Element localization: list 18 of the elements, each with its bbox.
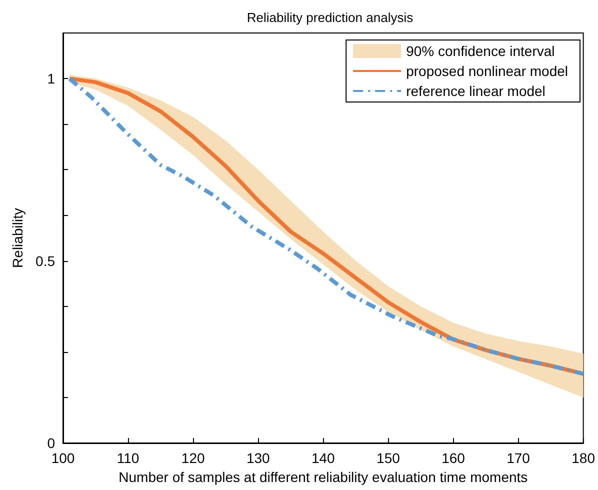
- x-tick-label: 180: [572, 450, 596, 466]
- x-tick-label: 140: [311, 450, 336, 466]
- annotation: 90% confidence interval: [406, 43, 555, 59]
- x-tick-label: 130: [246, 450, 270, 466]
- x-tick-label: 120: [181, 450, 205, 466]
- x-axis-title: Number of samples at different reliability evaluation time moments: [118, 468, 528, 485]
- chart-title: Reliability prediction analysis: [246, 10, 414, 25]
- legend-label: reference linear model: [406, 83, 546, 99]
- x-tick-label: 160: [442, 450, 466, 466]
- y-tick-label: 0: [47, 435, 56, 451]
- x-tick-label: 170: [506, 450, 530, 466]
- y-tick-label: 1: [47, 70, 56, 87]
- x-tick-label: 150: [376, 450, 400, 466]
- x-tick-label: 100: [51, 450, 75, 466]
- y-axis-title: Reliability: [10, 208, 26, 268]
- legend-label: proposed nonlinear model: [406, 63, 568, 79]
- x-tick-label: 110: [116, 450, 140, 466]
- y-tick-label: 0.5: [36, 252, 56, 269]
